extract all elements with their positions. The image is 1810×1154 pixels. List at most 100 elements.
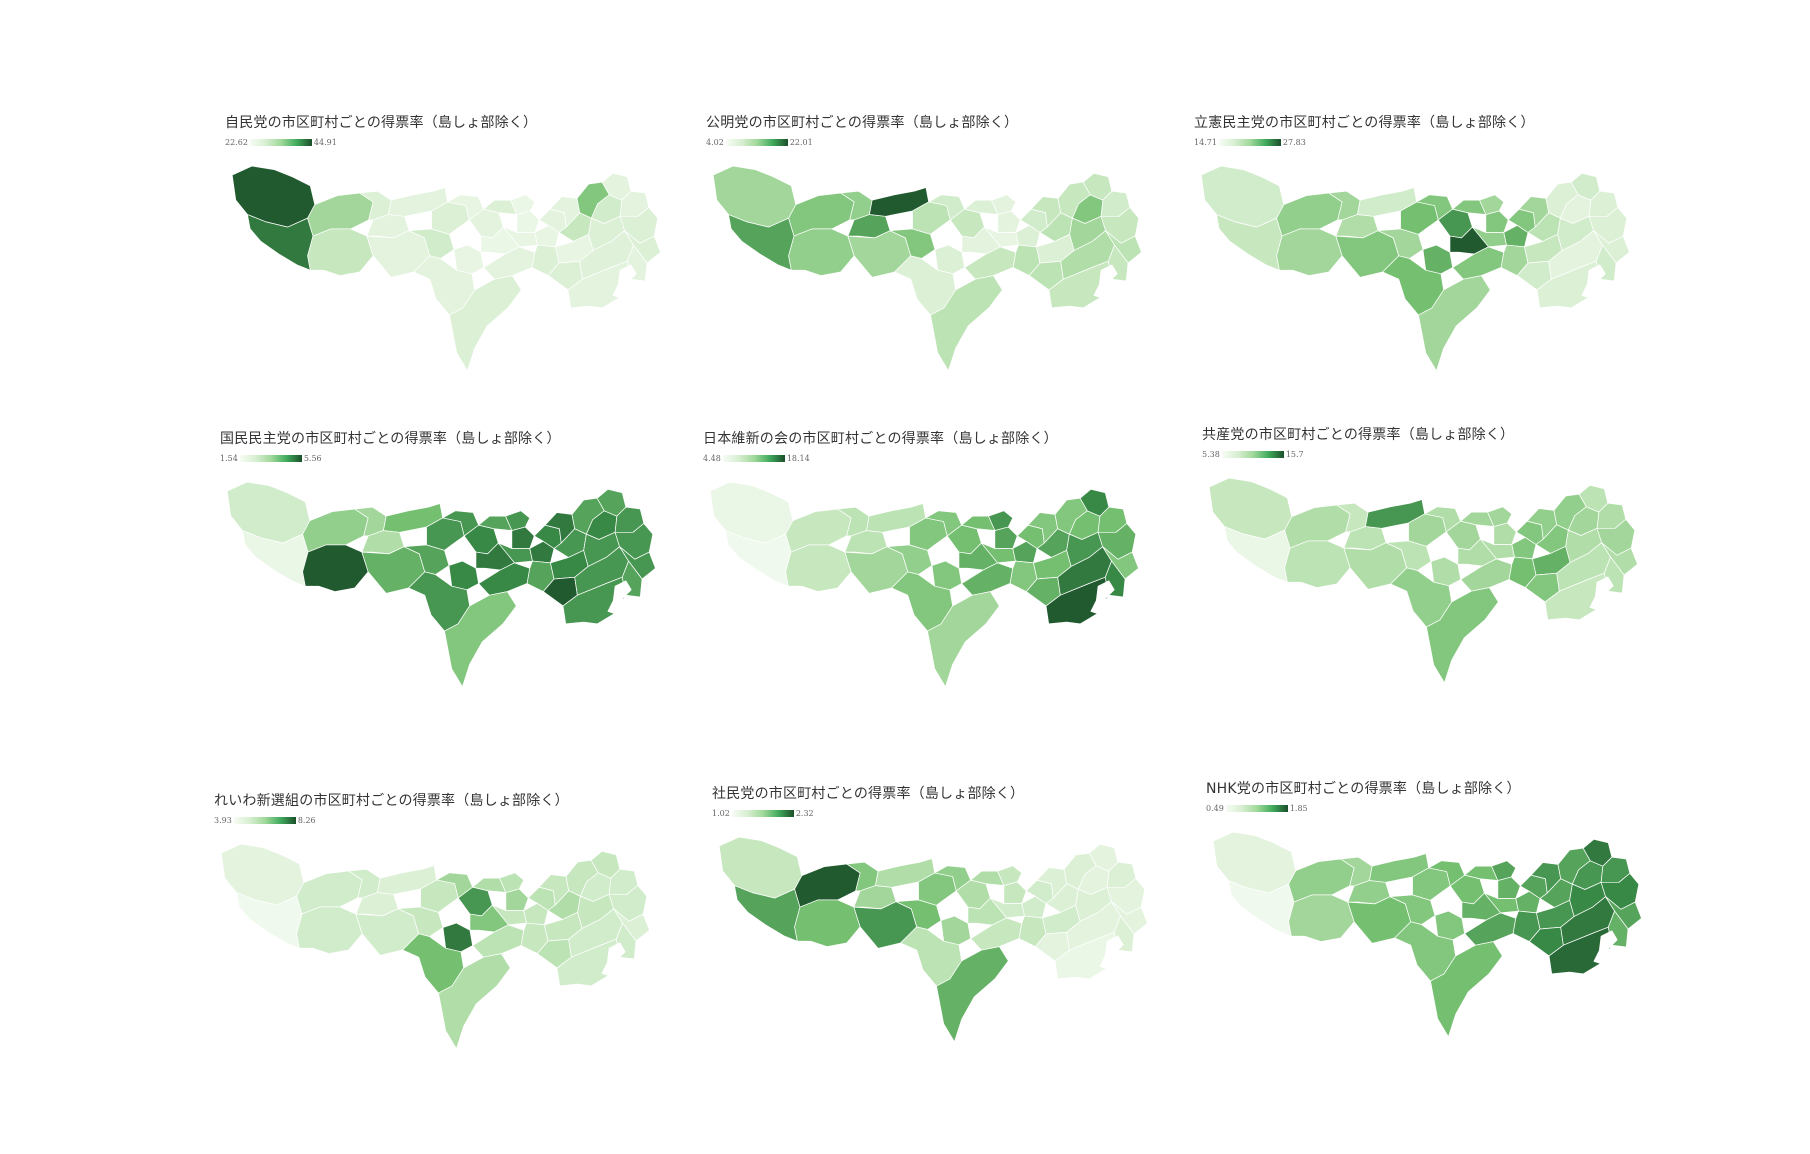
municipality-region[interactable] <box>220 843 305 906</box>
tokyo-bay-landfill <box>1099 935 1124 971</box>
municipality-region[interactable] <box>1503 224 1529 248</box>
map-panel-reiwa: れいわ新選組の市区町村ごとの得票率（島しょ部除く） 3.93 8.26 <box>214 790 674 1090</box>
municipality-region[interactable] <box>1288 894 1355 942</box>
legend-min-label: 22.62 <box>225 137 248 147</box>
municipality-region[interactable] <box>1493 522 1517 545</box>
municipality-region[interactable] <box>307 228 374 276</box>
municipality-region[interactable] <box>931 560 962 591</box>
municipality-region[interactable] <box>444 591 517 688</box>
municipality-region[interactable] <box>930 275 1003 372</box>
municipality-region[interactable] <box>226 481 311 544</box>
municipality-region[interactable] <box>1012 540 1038 564</box>
municipality-region[interactable] <box>1276 228 1343 276</box>
color-legend: 3.93 8.26 <box>214 814 316 826</box>
legend-gradient-bar <box>249 138 312 146</box>
municipality-region[interactable] <box>511 526 535 549</box>
municipality-region[interactable] <box>1426 587 1499 684</box>
municipality-region[interactable] <box>988 510 1014 531</box>
map-title: 公明党の市区町村ごとの得票率（島しょ部除く） <box>706 115 1019 131</box>
municipality-region[interactable] <box>788 228 855 276</box>
tokyo-choropleth-map <box>1200 165 1630 372</box>
legend-max-label: 22.01 <box>789 137 813 147</box>
municipality-region[interactable] <box>296 906 363 954</box>
legend-min-label: 0.49 <box>1206 803 1224 813</box>
municipality-region[interactable] <box>1015 224 1041 248</box>
legend-gradient-bar <box>1225 804 1288 812</box>
tokyo-choropleth-map <box>226 481 656 688</box>
map-panel-sdp: 社民党の市区町村ごとの得票率（島しょ部除く） 1.02 2.32 <box>712 783 1172 1083</box>
municipality-region[interactable] <box>794 863 861 908</box>
municipality-region[interactable] <box>302 544 369 592</box>
municipality-region[interactable] <box>712 165 797 228</box>
municipality-region[interactable] <box>438 953 511 1050</box>
municipality-region[interactable] <box>940 915 971 946</box>
municipality-region[interactable] <box>505 888 529 911</box>
municipality-region[interactable] <box>448 560 479 591</box>
municipality-region[interactable] <box>516 210 540 233</box>
municipality-region[interactable] <box>499 872 525 893</box>
municipality-region[interactable] <box>1511 536 1537 560</box>
map-title: 日本維新の会の市区町村ごとの得票率（島しょ部除く） <box>703 431 1058 447</box>
municipality-region[interactable] <box>1491 860 1517 881</box>
municipality-region[interactable] <box>718 836 803 899</box>
municipality-region[interactable] <box>936 946 1009 1043</box>
municipality-region[interactable] <box>1200 165 1285 228</box>
tokyo-bay-landfill <box>601 942 626 978</box>
map-panel-nhk: NHK党の市区町村ごとの得票率（島しょ部除く） 0.49 1.85 <box>1206 778 1666 1078</box>
municipality-region[interactable] <box>302 508 369 553</box>
municipality-region[interactable] <box>453 244 484 275</box>
municipality-region[interactable] <box>785 508 852 553</box>
municipality-region[interactable] <box>231 165 316 228</box>
legend-max-label: 8.26 <box>297 815 316 825</box>
municipality-region[interactable] <box>1276 192 1343 237</box>
municipality-region[interactable] <box>1288 858 1355 903</box>
municipality-region[interactable] <box>1284 504 1351 549</box>
tokyo-choropleth-map <box>1212 831 1642 1038</box>
municipality-region[interactable] <box>510 194 536 215</box>
municipality-region[interactable] <box>927 591 1000 688</box>
municipality-region[interactable] <box>1422 244 1453 275</box>
legend-min-label: 4.48 <box>703 453 721 463</box>
municipality-region[interactable] <box>1430 556 1461 587</box>
color-legend: 0.49 1.85 <box>1206 802 1308 814</box>
municipality-region[interactable] <box>1485 210 1509 233</box>
municipality-region[interactable] <box>296 870 363 915</box>
municipality-region[interactable] <box>788 192 855 237</box>
municipality-region[interactable] <box>1021 895 1047 919</box>
municipality-region[interactable] <box>997 210 1021 233</box>
municipality-region[interactable] <box>994 526 1018 549</box>
municipality-region[interactable] <box>997 865 1023 886</box>
municipality-region[interactable] <box>1418 275 1491 372</box>
municipality-region[interactable] <box>523 902 549 926</box>
municipality-region[interactable] <box>709 481 794 544</box>
municipality-region[interactable] <box>1003 881 1027 904</box>
legend-gradient-bar <box>1221 450 1284 458</box>
map-title: れいわ新選組の市区町村ごとの得票率（島しょ部除く） <box>214 793 569 809</box>
municipality-region[interactable] <box>1212 831 1297 894</box>
legend-gradient-bar <box>1218 138 1281 146</box>
map-title: 自民党の市区町村ごとの得票率（島しょ部除く） <box>225 115 538 131</box>
municipality-region[interactable] <box>1284 540 1351 588</box>
municipality-region[interactable] <box>794 899 861 947</box>
municipality-region[interactable] <box>505 510 531 531</box>
municipality-region[interactable] <box>1497 876 1521 899</box>
municipality-region[interactable] <box>1434 910 1465 941</box>
municipality-region[interactable] <box>1479 194 1505 215</box>
municipality-region[interactable] <box>1208 477 1293 540</box>
legend-min-label: 1.02 <box>712 808 730 818</box>
municipality-region[interactable] <box>1515 890 1541 914</box>
municipality-region[interactable] <box>934 244 965 275</box>
municipality-region[interactable] <box>785 544 852 592</box>
legend-max-label: 27.83 <box>1282 137 1306 147</box>
municipality-region[interactable] <box>442 922 473 953</box>
municipality-region[interactable] <box>534 224 560 248</box>
municipality-region[interactable] <box>1430 941 1503 1038</box>
tokyo-choropleth-map <box>718 836 1148 1043</box>
municipality-region[interactable] <box>1487 506 1513 527</box>
legend-max-label: 5.56 <box>303 453 322 463</box>
municipality-region[interactable] <box>991 194 1017 215</box>
legend-max-label: 1.85 <box>1289 803 1308 813</box>
municipality-region[interactable] <box>449 275 522 372</box>
municipality-region[interactable] <box>307 192 374 237</box>
municipality-region[interactable] <box>529 540 555 564</box>
